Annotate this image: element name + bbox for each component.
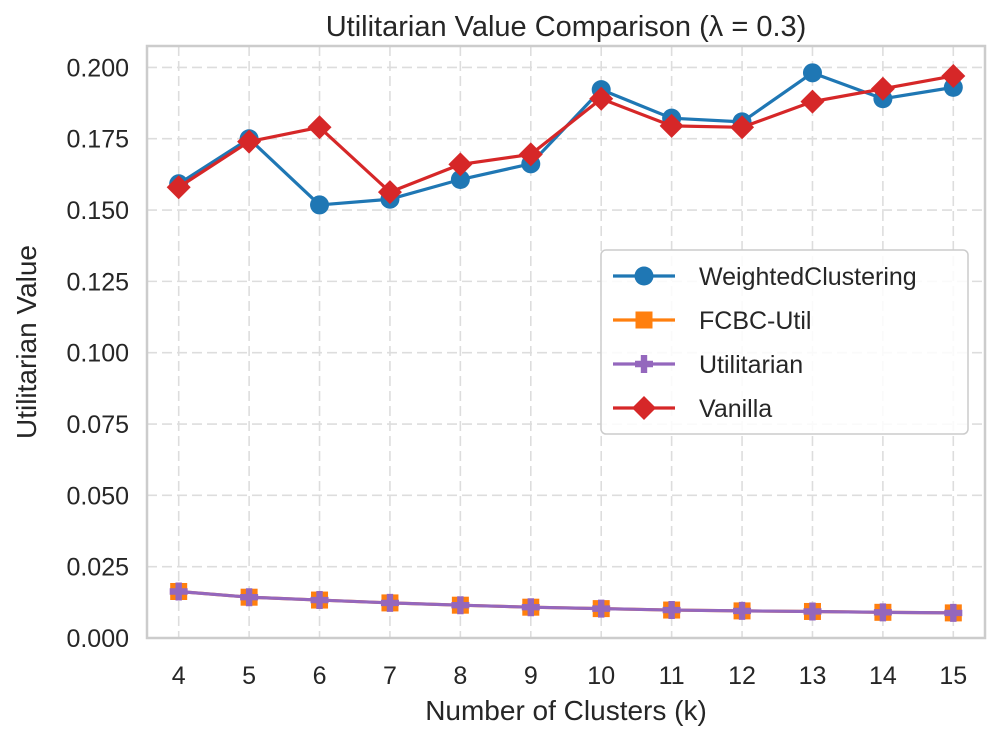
x-axis-label: Number of Clusters (k)	[425, 695, 707, 726]
data-point-vanilla	[448, 152, 473, 177]
legend-box	[600, 249, 969, 435]
series-utilitarian	[169, 582, 963, 622]
chart-title: Utilitarian Value Comparison (λ = 0.3)	[326, 11, 807, 43]
series-line-vanilla	[177, 74, 954, 194]
y-tick-label: 0.200	[66, 54, 129, 82]
legend-item-fcbc-util: FCBC-Util	[613, 307, 812, 335]
data-point-utilitarian	[380, 593, 399, 612]
x-tick-label: 8	[453, 662, 467, 690]
data-point-vanilla	[941, 63, 966, 88]
data-point-vanilla	[237, 129, 262, 154]
plot-border	[145, 44, 987, 640]
data-point-vanilla	[870, 76, 895, 101]
legend-item-vanilla: Vanilla	[613, 395, 772, 423]
y-tick-label: 0.025	[66, 554, 129, 582]
y-tick-label: 0.050	[66, 482, 129, 510]
tick-labels: 0.000 0.025 0.050 0.075 0.100 0.125 0.150 0.175…	[66, 54, 967, 690]
legend-marker-utilitarian	[635, 355, 653, 373]
y-tick-label: 0.100	[66, 340, 129, 368]
x-tick-label: 6	[313, 662, 327, 690]
data-point-utilitarian	[451, 596, 470, 615]
legend-label-weightedclustering: WeightedClustering	[699, 263, 917, 291]
data-point-utilitarian	[521, 598, 540, 617]
x-tick-label: 11	[659, 662, 685, 690]
data-point-utilitarian	[310, 591, 329, 610]
x-tick-label: 14	[869, 662, 897, 690]
y-tick-label: 0.075	[66, 411, 129, 439]
data-point-vanilla	[589, 86, 614, 111]
data-point-vanilla	[377, 180, 402, 205]
series-line-utilitarian	[178, 589, 954, 615]
data-point-vanilla	[166, 175, 191, 200]
data-point-vanilla	[307, 115, 332, 140]
legend-marker-vanilla	[632, 396, 656, 420]
data-point-utilitarian	[662, 601, 681, 620]
data-point-utilitarian	[944, 603, 963, 622]
plot-frame	[145, 44, 987, 640]
x-tick-label: 4	[172, 662, 186, 690]
y-tick-label: 0.150	[66, 197, 129, 225]
data-point-utilitarian	[873, 603, 892, 622]
legend-marker-fcbc-util	[635, 311, 653, 329]
y-tick-label: 0.000	[66, 625, 129, 653]
legend: WeightedClustering FCBC-Util Utilitarian Va…	[600, 249, 969, 435]
legend-marker-weightedclustering	[634, 266, 654, 286]
data-point-utilitarian	[803, 602, 822, 621]
y-tick-label: 0.125	[66, 268, 129, 296]
y-tick-label: 0.175	[66, 126, 129, 154]
legend-label-vanilla: Vanilla	[699, 395, 772, 423]
data-point-utilitarian	[733, 601, 752, 620]
x-tick-label: 9	[524, 662, 538, 690]
data-point-vanilla	[800, 89, 825, 114]
legend-item-weightedclustering: WeightedClustering	[613, 263, 917, 291]
x-tick-label: 13	[799, 662, 827, 690]
data-point-weightedclustering	[310, 195, 330, 215]
series-layer	[166, 63, 966, 622]
data-point-weightedclustering	[450, 170, 470, 190]
x-tick-label: 5	[242, 662, 256, 690]
x-tick-label: 7	[383, 662, 397, 690]
series-vanilla	[166, 63, 966, 205]
data-point-utilitarian	[592, 599, 611, 618]
x-tick-label: 10	[587, 662, 615, 690]
data-point-vanilla	[730, 115, 755, 140]
legend-label-fcbc-util: FCBC-Util	[699, 307, 812, 335]
data-point-utilitarian	[240, 588, 259, 607]
legend-label-utilitarian: Utilitarian	[699, 351, 803, 379]
legend-item-utilitarian: Utilitarian	[613, 351, 803, 379]
data-point-vanilla	[659, 113, 684, 138]
data-point-weightedclustering	[802, 63, 822, 83]
x-tick-label: 12	[728, 662, 756, 690]
x-tick-label: 15	[939, 662, 967, 690]
data-point-vanilla	[518, 142, 543, 167]
y-axis-label: Utilitarian Value	[11, 245, 42, 439]
data-point-utilitarian	[169, 582, 188, 601]
